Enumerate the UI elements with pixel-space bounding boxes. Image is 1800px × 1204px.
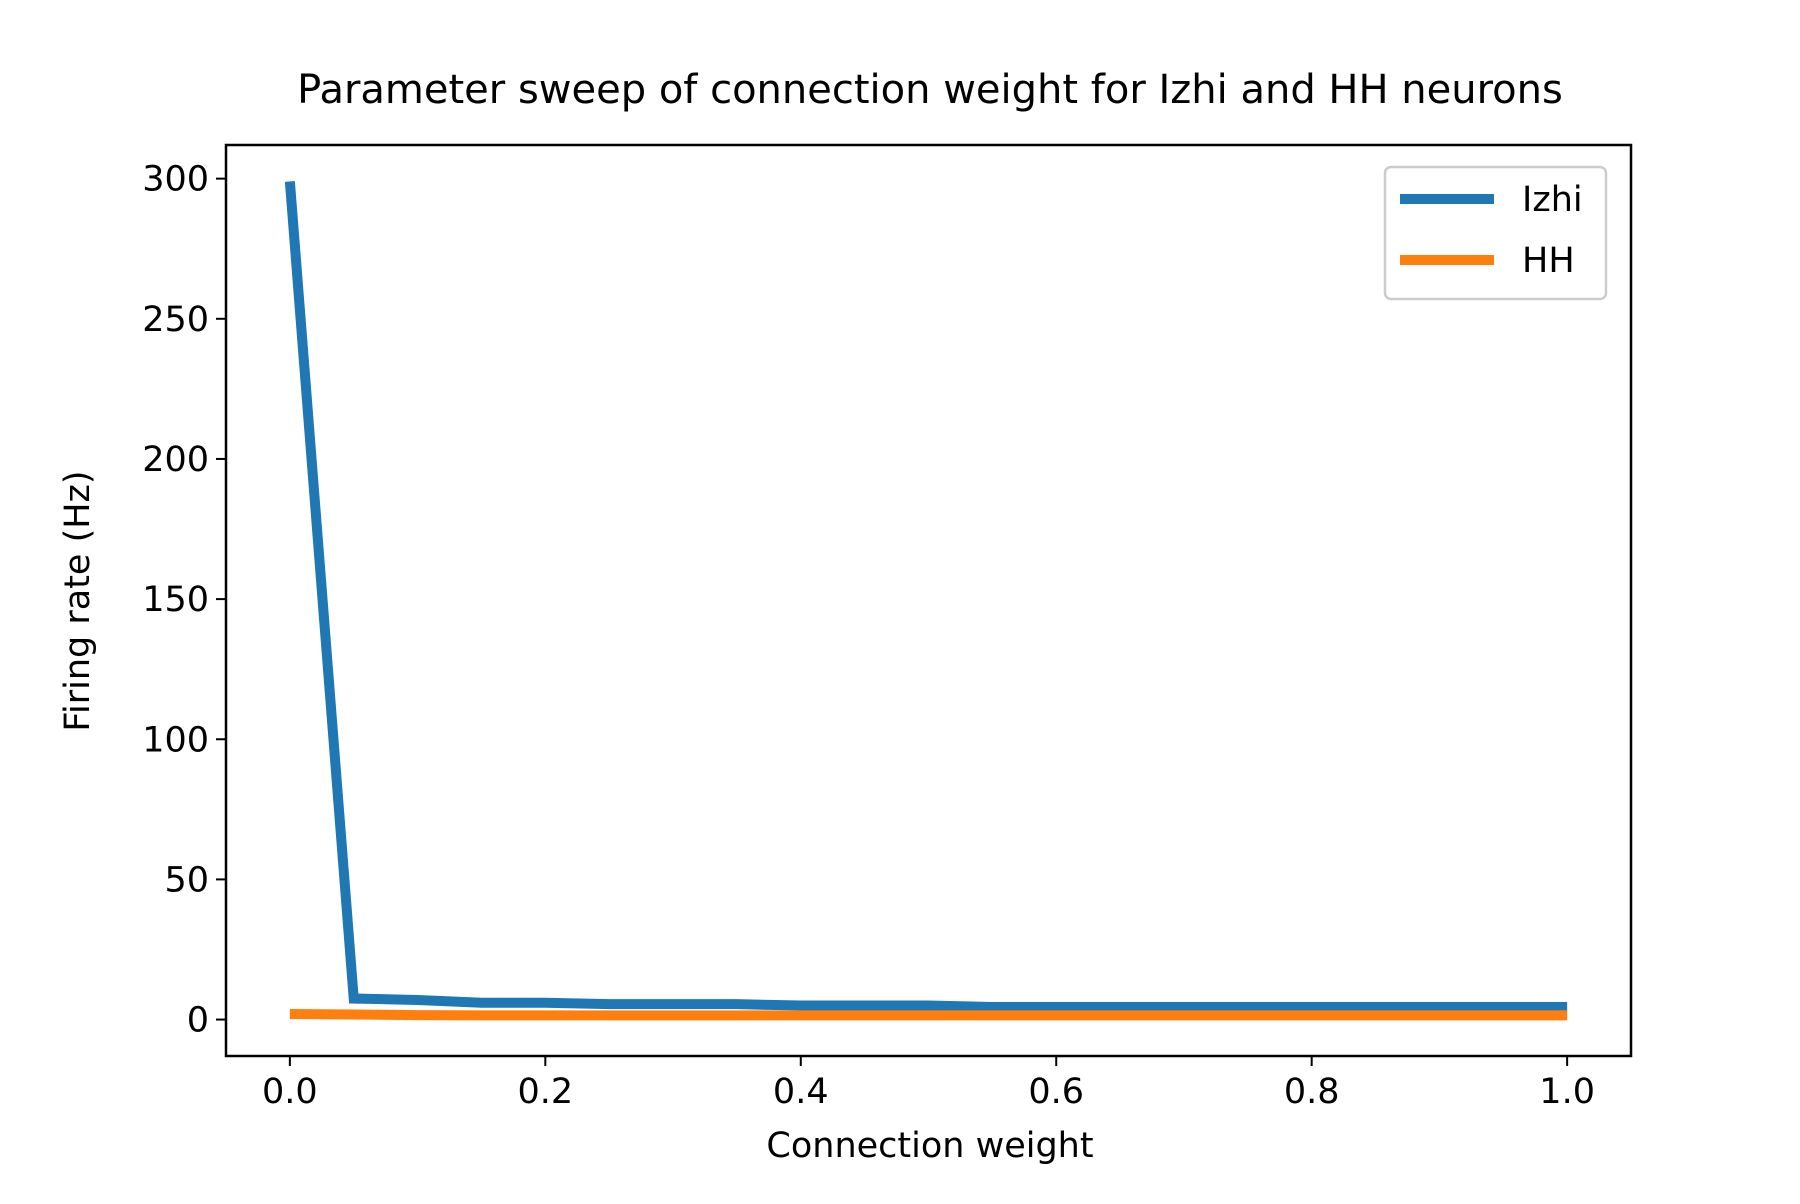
axes-frame [224, 143, 1633, 1058]
chart-title: Parameter sweep of connection weight for… [297, 67, 1563, 113]
y-tick-label: 50 [164, 860, 209, 900]
y-tick-label: 250 [142, 300, 209, 340]
x-tick-label: 0.8 [1284, 1072, 1340, 1112]
x-axis-label: Connection weight [766, 1126, 1093, 1166]
y-tick-label: 300 [142, 160, 209, 200]
x-tick-label: 0.6 [1028, 1072, 1084, 1112]
chart-legend: Izhi HH [1383, 165, 1608, 301]
y-tick-label: 150 [142, 580, 209, 620]
y-tick-label: 100 [142, 720, 209, 760]
series-line-hh [289, 1008, 1568, 1021]
series-line-izhi [284, 181, 1568, 1012]
y-tick-label: 200 [142, 440, 209, 480]
x-tick-label: 0.2 [517, 1072, 573, 1112]
x-tick-label: 0.0 [262, 1072, 318, 1112]
x-tick-label: 1.0 [1539, 1072, 1595, 1112]
plot-area: 0.0 0.2 0.4 0.6 0.8 1.0 0 50 100 150 200 250 300 [142, 143, 1633, 1112]
legend-label-hh: HH [1522, 241, 1575, 281]
y-axis-label: Firing rate (Hz) [58, 470, 98, 731]
y-tick-label: 0 [187, 1001, 209, 1041]
x-tick-label: 0.4 [773, 1072, 829, 1112]
legend-label-izhi: Izhi [1522, 180, 1583, 220]
